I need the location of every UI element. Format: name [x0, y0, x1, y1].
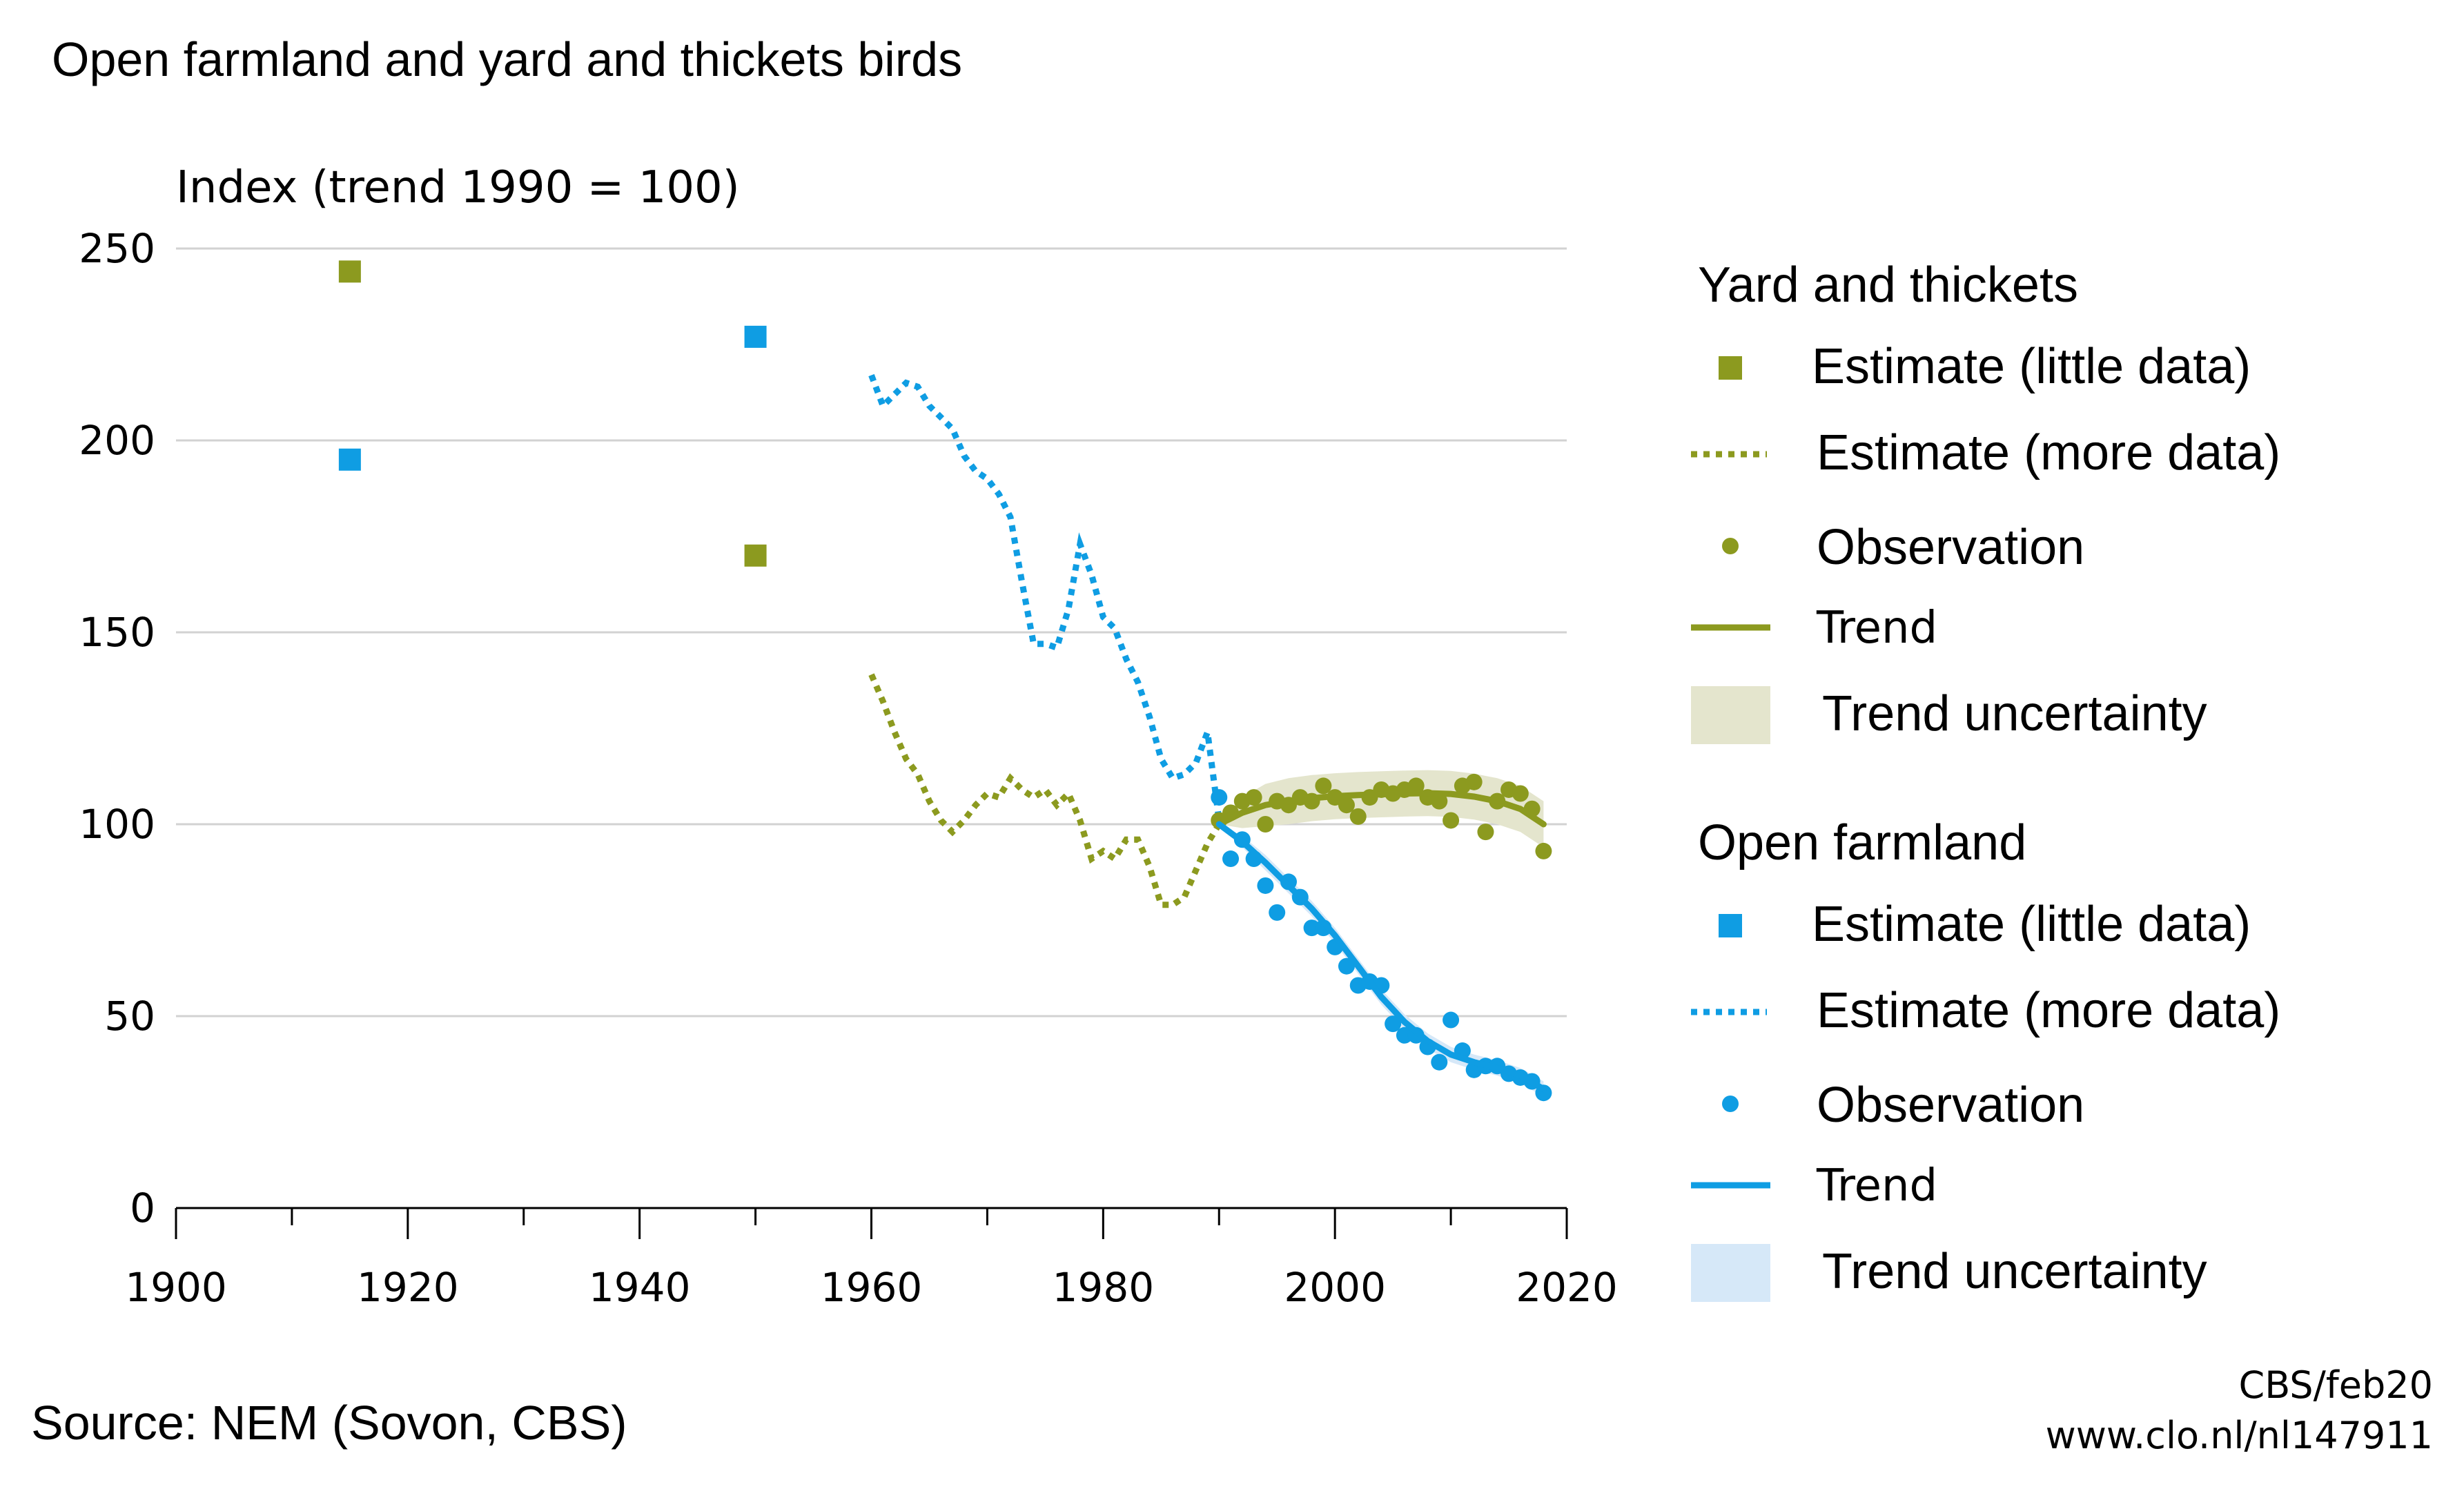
legend-heading-farm: Open farmland — [1698, 815, 2026, 870]
legend-label-farm-estimate-more: Estimate (more data) — [1817, 983, 2280, 1038]
farm-observation-point — [1222, 850, 1240, 868]
y-tick-label-200: 200 — [79, 417, 155, 464]
y-tick-label-100: 100 — [79, 801, 155, 848]
farm-estimate-little-marker — [338, 448, 361, 471]
yard-estimate-more-line — [868, 673, 1222, 908]
yard-observation-point — [1512, 785, 1529, 802]
farm-observation-point — [1257, 877, 1274, 894]
x-axis: 1900 1920 1940 1960 1980 2000 2020 — [125, 1207, 1618, 1311]
source-note: Source: NEM (Sovon, CBS) — [31, 1396, 627, 1450]
legend-label-yard-estimate-little: Estimate (little data) — [1812, 339, 2251, 394]
legend: Yard and thickets Estimate (little data) E… — [1691, 257, 2280, 1302]
x-tick-label-2000: 2000 — [1284, 1264, 1386, 1311]
gridlines — [176, 247, 1567, 1018]
legend-symbol-farm-observation — [1722, 1096, 1739, 1112]
y-tick-label-250: 250 — [79, 225, 155, 272]
yard-observation-point — [1349, 808, 1367, 825]
credit-url: www.clo.nl/nl147911 — [2046, 1414, 2433, 1457]
yard-observation-point — [1465, 773, 1483, 790]
y-tick-labels: 0 50 100 150 200 250 — [79, 225, 155, 1232]
legend-symbol-farm-estimate-little — [1719, 914, 1742, 937]
yard-observation-point — [1407, 777, 1425, 795]
legend-label-farm-trend: Trend — [1816, 1160, 1937, 1211]
x-tick-label-1900: 1900 — [125, 1264, 227, 1311]
y-axis-title: Index (trend 1990 = 100) — [176, 162, 740, 213]
credit-date: CBS/feb20 — [2239, 1363, 2434, 1407]
x-tick-label-1960: 1960 — [821, 1264, 923, 1311]
yard-observation-point — [1431, 792, 1448, 810]
farm-observation-point — [1385, 1015, 1402, 1033]
x-tick-label-2020: 2020 — [1516, 1264, 1618, 1311]
farm-observation-point — [1431, 1053, 1448, 1071]
farm-observation-point — [1303, 919, 1320, 937]
legend-label-yard-uncertainty: Trend uncertainty — [1822, 686, 2207, 741]
x-tick-label-1980: 1980 — [1053, 1264, 1155, 1311]
yard-observation-point — [1257, 816, 1274, 833]
legend-label-farm-observation: Observation — [1817, 1078, 2084, 1133]
farm-trend-line — [1215, 821, 1547, 1093]
farm-observation-point — [1211, 789, 1228, 806]
legend-symbol-yard-estimate-little — [1719, 356, 1742, 380]
yard-estimate-little-marker — [744, 544, 767, 567]
legend-symbol-yard-observation — [1722, 538, 1739, 554]
farm-observation-point — [1338, 957, 1355, 975]
y-tick-label-50: 50 — [104, 993, 155, 1040]
yard-observation-point — [1315, 777, 1332, 795]
farm-estimate-little-marker — [744, 325, 767, 348]
yard-estimate-little-marker — [338, 260, 361, 283]
yard-observation-point — [1245, 789, 1262, 806]
farm-observation-point — [1269, 904, 1286, 921]
legend-label-yard-observation: Observation — [1817, 520, 2084, 575]
farm-observation-point — [1396, 1026, 1413, 1044]
legend-label-yard-trend: Trend — [1816, 603, 1937, 654]
chart-title: Open farmland and yard and thickets bird… — [52, 32, 962, 86]
yard-observation-point — [1443, 812, 1460, 829]
legend-symbol-yard-uncertainty — [1691, 686, 1770, 744]
yard-observation-point — [1535, 842, 1552, 859]
y-tick-label-150: 150 — [79, 609, 155, 656]
farm-estimate-more-line — [868, 373, 1222, 821]
series-layer — [338, 260, 1552, 1102]
yard-observation-point — [1477, 824, 1494, 841]
yard-observation-point — [1338, 797, 1355, 814]
yard-trend-line — [1215, 790, 1547, 828]
y-tick-label-0: 0 — [130, 1185, 155, 1232]
legend-label-farm-estimate-little: Estimate (little data) — [1812, 897, 2251, 952]
legend-heading-yard: Yard and thickets — [1698, 257, 2078, 313]
legend-label-farm-uncertainty: Trend uncertainty — [1822, 1244, 2207, 1299]
farm-observation-point — [1443, 1011, 1460, 1029]
legend-symbol-farm-uncertainty — [1691, 1244, 1770, 1302]
x-tick-label-1920: 1920 — [357, 1264, 459, 1311]
legend-label-yard-estimate-more: Estimate (more data) — [1817, 425, 2280, 480]
x-tick-label-1940: 1940 — [589, 1264, 691, 1311]
